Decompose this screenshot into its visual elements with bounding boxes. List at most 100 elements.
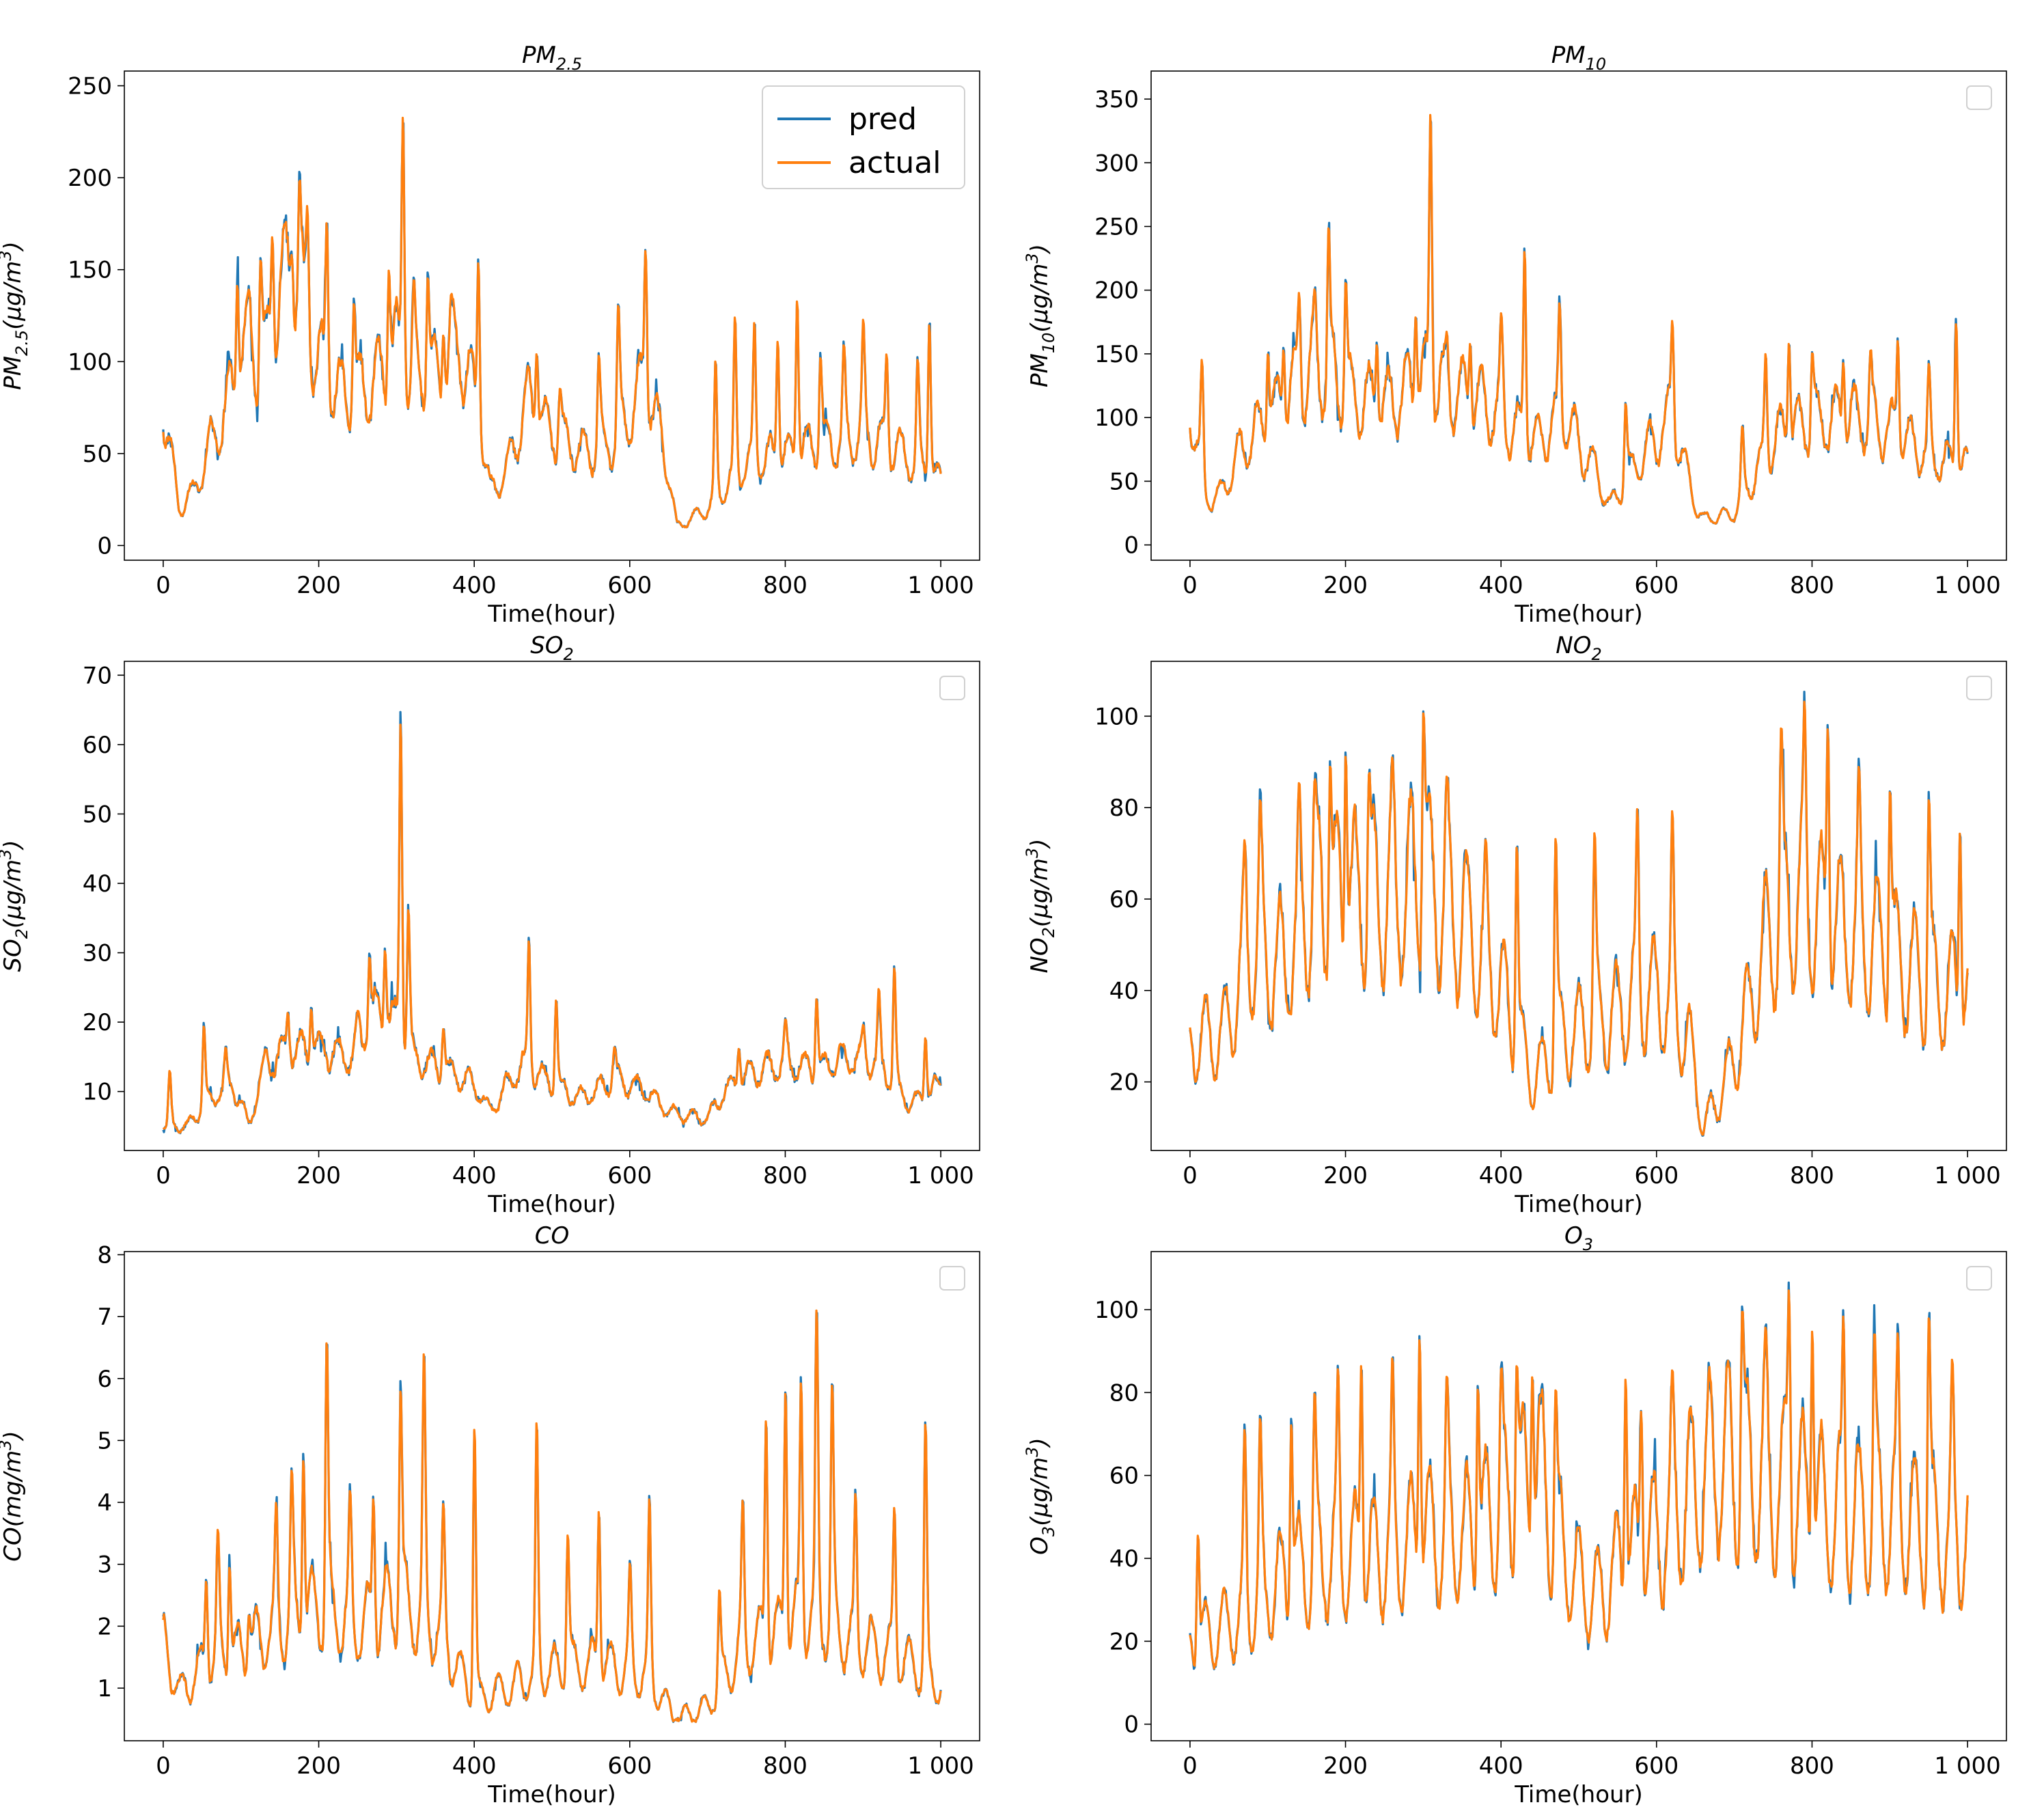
y-label-end: ) [1026, 1437, 1053, 1448]
series-line-actual [1189, 1289, 1969, 1670]
y-label-superscript: 3 [1023, 1446, 1042, 1457]
y-label-base: PM [0, 356, 27, 390]
x-tick-label: 400 [452, 1752, 497, 1780]
chart-pm25: 0 200 400 600 800 1 000 0 50 100 150 200 250 Time(ho… [0, 42, 980, 628]
chart-o3: 0 200 400 600 800 1 000 0 20 40 60 80 100 Time(hour)… [1023, 1222, 2007, 1808]
x-tick-label: 600 [1634, 1162, 1679, 1189]
x-tick-label: 1 000 [1934, 1752, 2000, 1780]
x-axis-label: Time(hour) [1514, 1781, 1643, 1808]
series-line-actual [1189, 700, 1969, 1136]
legend-empty-box [1966, 1266, 1992, 1291]
x-tick-label: 600 [607, 1162, 652, 1189]
chart-title-base: O [1564, 1222, 1583, 1250]
x-tick-label: 400 [1479, 1162, 1523, 1189]
plot-frame [1150, 1251, 2007, 1741]
x-tick-label: 1 000 [1934, 1162, 2000, 1189]
y-tick-label: 60 [1109, 886, 1139, 913]
x-tick-label: 1 000 [907, 572, 973, 599]
y-label-unit: (μg/m [1026, 858, 1053, 927]
x-tick-label: 600 [607, 572, 652, 599]
chart-pm10: 0 200 400 600 800 1 000 0 50 100 150 200 250 300 350 T… [1023, 42, 2007, 628]
y-tick-label: 50 [1109, 468, 1139, 495]
chart-title-base: PM [522, 42, 556, 69]
chart-title: O3 [1564, 1222, 1593, 1254]
chart-title-subscript: 3 [1583, 1235, 1593, 1254]
chart-co: 0 200 400 600 800 1 00012345678Time(hour)COCO… [0, 1222, 980, 1808]
y-tick-label: 40 [1109, 978, 1139, 1005]
chart-title-subscript: 2 [564, 645, 574, 664]
y-tick-label: 2 [97, 1613, 112, 1640]
y-tick-label: 40 [1109, 1545, 1139, 1573]
chart-title: NO2 [1556, 632, 1601, 664]
x-tick-label: 200 [296, 1752, 341, 1780]
chart-title-subscript: 2.5 [556, 55, 582, 74]
chart-title: CO [535, 1222, 570, 1250]
y-tick-label: 100 [1094, 1297, 1139, 1324]
x-tick-label: 800 [763, 1752, 807, 1780]
y-label-superscript: 3 [0, 1439, 15, 1450]
y-tick-label: 7 [97, 1304, 112, 1331]
y-tick-label: 50 [83, 441, 112, 468]
y-label-subscript: 2 [1039, 927, 1058, 937]
chart-title: PM2.5 [522, 42, 582, 74]
chart-title: SO2 [530, 632, 574, 664]
y-axis-label: PM10(μg/m3) [1023, 244, 1058, 387]
y-tick-label: 30 [83, 940, 112, 967]
y-tick-label: 200 [1094, 277, 1139, 305]
x-tick-label: 1 000 [907, 1752, 973, 1780]
x-tick-label: 400 [452, 1162, 497, 1189]
legend-label-actual: actual [848, 146, 941, 180]
y-label-unit: (mg/m [0, 1450, 27, 1528]
x-axis-label: Time(hour) [1514, 1191, 1643, 1218]
y-tick-label: 350 [1094, 86, 1139, 113]
y-axis-label: O3(μg/m3) [1023, 1437, 1058, 1555]
y-tick-label: 3 [97, 1552, 112, 1579]
y-label-unit: (μg/m [1026, 1457, 1053, 1526]
y-tick-label: 150 [1094, 341, 1139, 368]
y-label-subscript: 10 [1039, 333, 1058, 354]
x-axis-label: Time(hour) [487, 1191, 616, 1218]
series-line-actual [162, 116, 942, 529]
x-axis-label: Time(hour) [487, 601, 616, 628]
y-tick-label: 200 [68, 165, 112, 192]
legend-empty-box [939, 676, 965, 700]
y-tick-label: 20 [83, 1009, 112, 1036]
x-tick-label: 1 000 [1934, 572, 2000, 599]
y-tick-label: 0 [1124, 532, 1139, 560]
y-tick-label: 50 [83, 801, 112, 828]
series-line-actual [162, 723, 942, 1134]
y-axis-label: CO(mg/m3) [0, 1431, 27, 1562]
y-label-unit: (μg/m [0, 859, 27, 928]
x-tick-label: 200 [296, 572, 341, 599]
y-axis-label: SO2(μg/m3) [0, 840, 31, 971]
x-tick-label: 0 [1183, 1162, 1198, 1189]
chart-no2: 0 200 400 600 800 1 000 20 40 60 80 100 Time(hour) N… [1023, 632, 2007, 1218]
x-tick-label: 200 [296, 1162, 341, 1189]
plot-frame [1150, 70, 2007, 561]
chart-title-base: NO [1556, 632, 1591, 659]
y-tick-label: 300 [1094, 150, 1139, 177]
x-tick-label: 400 [452, 572, 497, 599]
plot-frame [124, 661, 980, 1151]
legend: pred actual [762, 85, 965, 189]
y-label-end: ) [0, 1431, 27, 1442]
x-tick-label: 600 [1634, 1752, 1679, 1780]
x-axis-label: Time(hour) [487, 1781, 616, 1808]
y-label-subscript: 3 [1039, 1526, 1058, 1536]
plot-frame [1150, 661, 2007, 1151]
y-tick-label: 60 [83, 732, 112, 759]
y-label-base: CO [0, 1527, 27, 1562]
y-label-base: O [1026, 1536, 1053, 1555]
series-line-actual [1189, 113, 1969, 525]
y-label-base: NO [1026, 937, 1053, 973]
y-label-superscript: 3 [1023, 253, 1042, 263]
y-label-end: ) [0, 840, 27, 851]
y-tick-label: 6 [97, 1366, 112, 1393]
y-label-base: PM [1026, 353, 1053, 387]
y-axis-label: NO2(μg/m3) [1023, 838, 1058, 973]
y-label-subscript: 2 [12, 928, 31, 939]
x-tick-label: 400 [1479, 1752, 1523, 1780]
x-tick-label: 200 [1323, 1752, 1368, 1780]
